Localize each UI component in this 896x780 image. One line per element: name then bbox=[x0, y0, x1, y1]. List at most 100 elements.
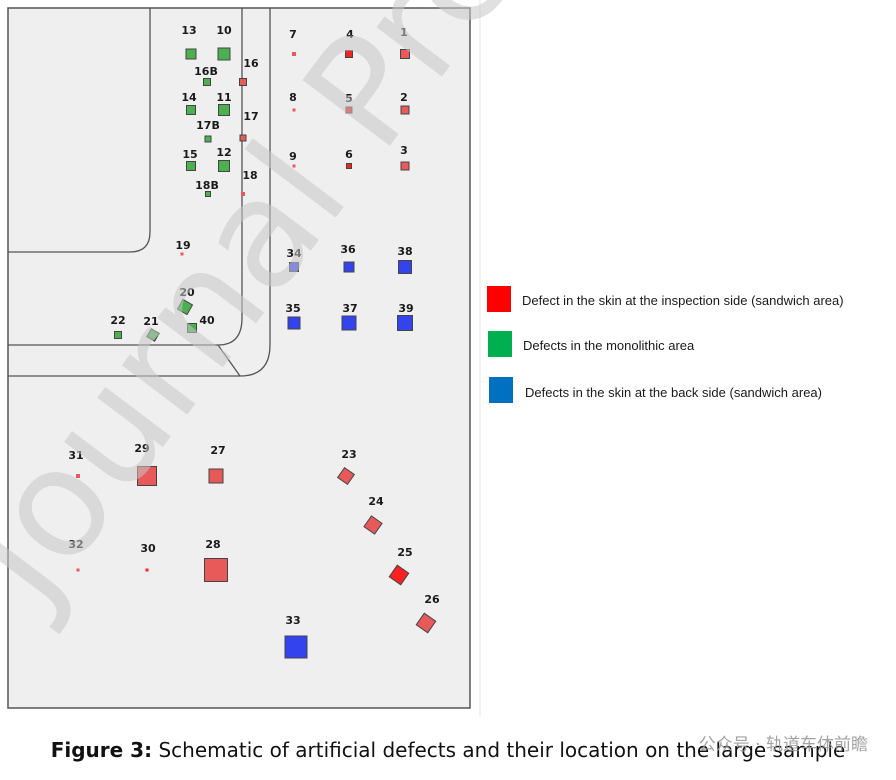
defect-label-34: 34 bbox=[286, 247, 302, 260]
legend-label-back: Defects in the skin at the back side (sa… bbox=[525, 385, 822, 400]
defect-marker-29 bbox=[137, 466, 157, 486]
defect-label-38: 38 bbox=[397, 245, 412, 258]
defect-marker-21 bbox=[146, 328, 160, 342]
wechat-text: 公众号 · 轨道车体前瞻 bbox=[698, 735, 868, 755]
defect-label-25: 25 bbox=[397, 546, 412, 559]
caption-text: Schematic of artificial defects and thei… bbox=[152, 738, 846, 762]
defect-label-1: 1 bbox=[400, 26, 408, 39]
legend-swatch-back bbox=[489, 377, 513, 403]
defect-label-18: 18 bbox=[242, 169, 257, 182]
defect-marker-2 bbox=[400, 105, 410, 115]
defect-label-3: 3 bbox=[400, 144, 408, 157]
defect-marker-9 bbox=[292, 164, 296, 168]
defect-label-11: 11 bbox=[216, 91, 231, 104]
defect-marker-4 bbox=[345, 50, 353, 58]
defect-marker-14 bbox=[186, 105, 196, 115]
defect-label-8: 8 bbox=[289, 91, 297, 104]
legend-label-inspection: Defect in the skin at the inspection sid… bbox=[522, 293, 844, 308]
defect-label-40: 40 bbox=[199, 314, 215, 327]
defect-marker-28 bbox=[204, 558, 228, 582]
defect-label-27: 27 bbox=[210, 444, 225, 457]
defect-marker-13 bbox=[185, 48, 197, 60]
wechat-overlay: 公众号 · 轨道车体前瞻 bbox=[699, 730, 868, 755]
defect-marker-3 bbox=[400, 161, 410, 171]
defect-label-17: 17 bbox=[243, 110, 258, 123]
defect-label-39: 39 bbox=[398, 302, 413, 315]
defect-marker-10 bbox=[217, 47, 231, 61]
defect-marker-40 bbox=[187, 323, 197, 333]
defect-label-22: 22 bbox=[110, 314, 125, 327]
defect-marker-7 bbox=[292, 52, 296, 56]
defect-marker-30 bbox=[145, 568, 149, 572]
defect-marker-25 bbox=[388, 564, 410, 586]
sample-panel bbox=[7, 7, 471, 709]
legend-label-monolithic: Defects in the monolithic area bbox=[523, 338, 695, 353]
defect-label-15: 15 bbox=[182, 148, 197, 161]
defect-marker-22 bbox=[114, 331, 122, 339]
inner-panel-outline-c bbox=[8, 8, 271, 377]
defect-label-10: 10 bbox=[216, 24, 232, 37]
defect-label-31: 31 bbox=[68, 449, 83, 462]
defect-marker-11 bbox=[218, 104, 230, 116]
defect-marker-5 bbox=[345, 106, 353, 114]
defect-marker-16B bbox=[203, 78, 211, 86]
defect-marker-33 bbox=[284, 635, 308, 659]
defect-marker-24 bbox=[363, 515, 383, 535]
defect-label-24: 24 bbox=[368, 495, 384, 508]
defect-marker-31 bbox=[76, 474, 80, 478]
defect-marker-37 bbox=[341, 315, 357, 331]
defect-label-30: 30 bbox=[140, 542, 156, 555]
legend-swatch-inspection bbox=[487, 286, 511, 312]
defect-marker-8 bbox=[292, 108, 296, 112]
defect-label-36: 36 bbox=[340, 243, 356, 256]
defect-label-26: 26 bbox=[424, 593, 440, 606]
defect-marker-35 bbox=[287, 316, 301, 330]
defect-label-20: 20 bbox=[179, 286, 195, 299]
defect-label-23: 23 bbox=[341, 448, 356, 461]
defect-marker-23 bbox=[336, 466, 356, 486]
defect-marker-26 bbox=[415, 612, 437, 634]
defect-label-19: 19 bbox=[175, 239, 190, 252]
defect-marker-20 bbox=[176, 298, 194, 316]
defect-label-17B: 17B bbox=[196, 119, 220, 132]
defect-marker-6 bbox=[346, 163, 352, 169]
defect-label-29: 29 bbox=[134, 442, 149, 455]
inner-panel-outline-a bbox=[8, 8, 151, 253]
defect-label-2: 2 bbox=[400, 91, 408, 104]
defect-marker-1 bbox=[400, 49, 410, 59]
defect-marker-32 bbox=[76, 568, 80, 572]
defect-label-32: 32 bbox=[68, 538, 83, 551]
defect-marker-19 bbox=[180, 252, 184, 256]
defect-marker-16 bbox=[239, 78, 247, 86]
defect-label-4: 4 bbox=[346, 28, 354, 41]
defect-marker-34 bbox=[289, 262, 299, 272]
defect-marker-38 bbox=[398, 260, 412, 274]
defect-marker-39 bbox=[397, 315, 413, 331]
defect-marker-27 bbox=[208, 468, 224, 484]
defect-label-9: 9 bbox=[289, 150, 297, 163]
defect-marker-17 bbox=[239, 134, 247, 142]
defect-marker-17B bbox=[204, 135, 212, 143]
defect-marker-15 bbox=[186, 161, 196, 171]
defect-label-35: 35 bbox=[285, 302, 300, 315]
defect-label-16B: 16B bbox=[194, 65, 218, 78]
legend: Defect in the skin at the inspection sid… bbox=[487, 286, 844, 403]
defect-label-12: 12 bbox=[216, 146, 231, 159]
defect-label-33: 33 bbox=[285, 614, 300, 627]
defect-marker-18B bbox=[205, 191, 211, 197]
figure-caption: Figure 3: Schematic of artificial defect… bbox=[0, 738, 896, 762]
defect-label-6: 6 bbox=[345, 148, 353, 161]
defect-label-37: 37 bbox=[342, 302, 357, 315]
defect-label-13: 13 bbox=[181, 24, 196, 37]
defect-marker-36 bbox=[343, 261, 355, 273]
defect-label-18B: 18B bbox=[195, 179, 219, 192]
defect-label-5: 5 bbox=[345, 92, 353, 105]
defect-marker-18 bbox=[241, 192, 245, 196]
corner-chamfer bbox=[217, 344, 241, 377]
defect-label-16: 16 bbox=[243, 57, 259, 70]
defect-label-7: 7 bbox=[289, 28, 297, 41]
defect-marker-12 bbox=[218, 160, 230, 172]
caption-prefix: Figure 3: bbox=[50, 738, 153, 762]
